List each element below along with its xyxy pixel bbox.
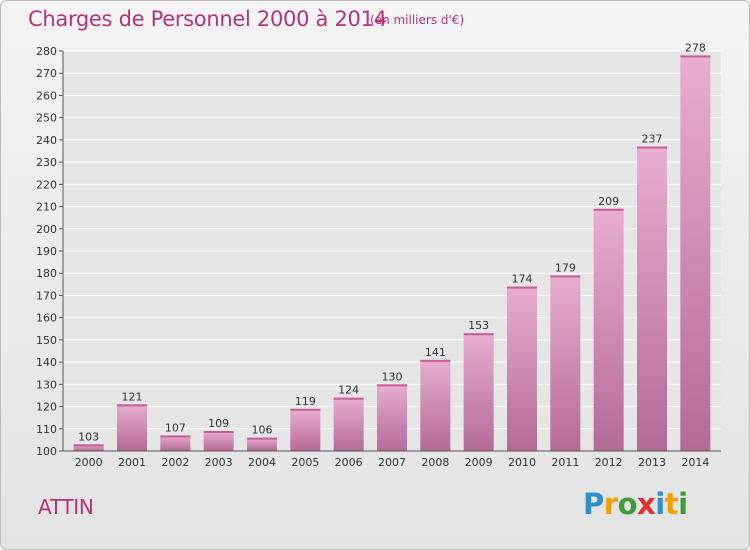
- data-label-2004: 106: [252, 424, 273, 437]
- commune-name: ATTIN: [38, 495, 94, 519]
- y-tick-label: 200: [36, 223, 57, 236]
- y-tick-label: 100: [36, 445, 57, 458]
- proxiti-logo[interactable]: Proxiti: [583, 487, 688, 521]
- logo-letter: P: [583, 487, 604, 521]
- chart-subtitle: (en milliers d'€): [370, 13, 465, 27]
- logo-letter: i: [655, 487, 665, 521]
- bar-top-edge: [333, 397, 364, 400]
- bar-top-edge: [377, 384, 407, 387]
- bar-2011[interactable]: [550, 275, 581, 451]
- bar-2006[interactable]: [333, 397, 364, 451]
- y-tick-label: 260: [36, 89, 57, 102]
- x-tick-label-2006: 2006: [335, 456, 363, 469]
- data-label-2010: 174: [512, 273, 533, 286]
- bar-2002[interactable]: [160, 435, 191, 451]
- x-tick-label-2007: 2007: [378, 456, 406, 469]
- y-tick-label: 250: [36, 112, 57, 125]
- y-tick-label: 220: [36, 178, 57, 191]
- x-tick-label-2010: 2010: [508, 456, 536, 469]
- data-label-2008: 141: [425, 346, 446, 359]
- bar-top-edge: [637, 146, 667, 149]
- bar-2014[interactable]: [680, 55, 711, 451]
- data-label-2013: 237: [642, 133, 663, 146]
- bar-2009[interactable]: [463, 333, 494, 451]
- y-tick-label: 140: [36, 356, 57, 369]
- bar-2003[interactable]: [203, 431, 234, 451]
- x-tick-label-2014: 2014: [681, 456, 709, 469]
- bar-2001[interactable]: [117, 404, 147, 451]
- data-label-2003: 109: [208, 417, 229, 430]
- bar-top-edge: [73, 444, 104, 447]
- y-tick-label: 160: [36, 312, 57, 325]
- y-tick-label: 190: [36, 245, 57, 258]
- x-tick-label-2004: 2004: [248, 456, 276, 469]
- data-label-2009: 153: [468, 319, 489, 332]
- bar-2010[interactable]: [507, 286, 537, 451]
- data-label-2000: 103: [78, 430, 99, 443]
- y-tick-label: 170: [36, 289, 57, 302]
- y-tick-label: 230: [36, 156, 57, 169]
- y-tick-label: 270: [36, 67, 57, 80]
- data-label-2011: 179: [555, 261, 576, 274]
- bar-top-edge: [550, 275, 581, 278]
- bar-top-edge: [247, 437, 277, 440]
- y-tick-label: 210: [36, 201, 57, 214]
- data-label-2007: 130: [382, 370, 403, 383]
- bar-2008[interactable]: [420, 359, 451, 451]
- bar-top-edge: [290, 408, 321, 411]
- y-tick-label: 110: [36, 423, 57, 436]
- bar-top-edge: [507, 286, 537, 289]
- x-tick-label-2012: 2012: [595, 456, 623, 469]
- logo-letter: o: [617, 487, 638, 521]
- data-label-2002: 107: [165, 421, 186, 434]
- y-tick-label: 130: [36, 378, 57, 391]
- bar-top-edge: [117, 404, 147, 407]
- y-tick-label: 280: [36, 45, 57, 58]
- x-tick-label-2002: 2002: [161, 456, 189, 469]
- data-label-2001: 121: [122, 390, 143, 403]
- y-tick-label: 180: [36, 267, 57, 280]
- bar-2007[interactable]: [377, 384, 407, 451]
- y-tick-label: 120: [36, 401, 57, 414]
- logo-letter: t: [664, 487, 679, 521]
- data-label-2006: 124: [338, 384, 359, 397]
- bar-2004[interactable]: [247, 437, 277, 451]
- x-tick-label-2009: 2009: [465, 456, 493, 469]
- x-tick-label-2003: 2003: [205, 456, 233, 469]
- bar-2012[interactable]: [593, 208, 624, 451]
- chart-title: Charges de Personnel 2000 à 2014: [28, 7, 387, 31]
- x-tick-label-2001: 2001: [118, 456, 146, 469]
- x-tick-label-2000: 2000: [75, 456, 103, 469]
- y-tick-label: 240: [36, 134, 57, 147]
- data-label-2005: 119: [295, 395, 316, 408]
- x-tick-label-2005: 2005: [291, 456, 319, 469]
- data-label-2012: 209: [598, 195, 619, 208]
- bar-top-edge: [680, 55, 711, 58]
- bar-2013[interactable]: [637, 146, 667, 452]
- bar-top-edge: [593, 208, 624, 211]
- data-label-2014: 278: [685, 41, 706, 54]
- logo-letter: r: [603, 487, 618, 521]
- bar-2005[interactable]: [290, 408, 321, 451]
- x-tick-label-2013: 2013: [638, 456, 666, 469]
- bar-2000[interactable]: [73, 444, 104, 451]
- bar-top-edge: [203, 431, 234, 433]
- bar-top-edge: [463, 333, 494, 336]
- logo-letter: x: [637, 487, 656, 521]
- x-tick-label-2011: 2011: [551, 456, 579, 469]
- bar-top-edge: [420, 359, 451, 362]
- logo-letter: i: [678, 487, 688, 521]
- bar-top-edge: [160, 435, 191, 438]
- y-tick-label: 150: [36, 334, 57, 347]
- x-tick-label-2008: 2008: [421, 456, 449, 469]
